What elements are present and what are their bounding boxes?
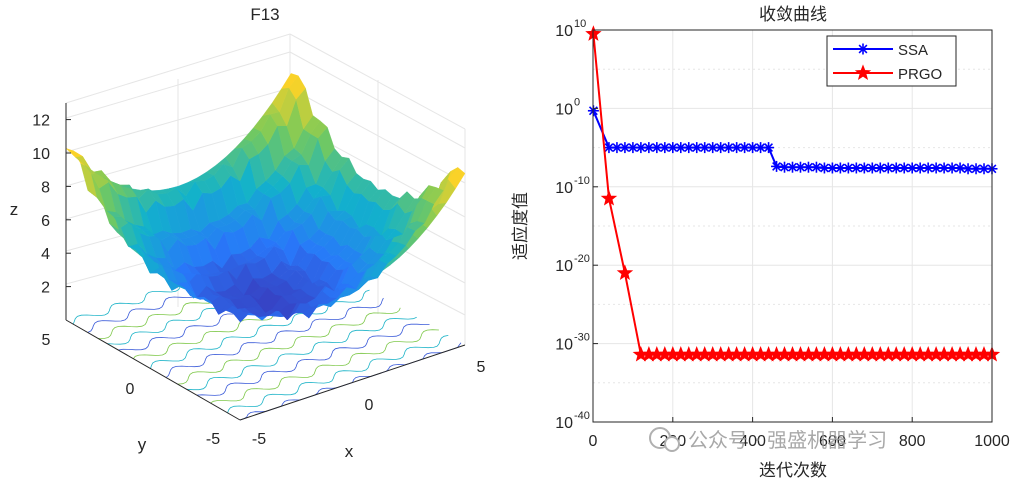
marker-asterisk <box>898 162 910 174</box>
legend-entry-prgo: PRGO <box>833 64 942 83</box>
convergence-title: 收敛曲线 <box>759 5 827 25</box>
marker-asterisk <box>643 142 655 154</box>
y-tick-exponent: 10 <box>574 18 586 30</box>
contour-line <box>196 323 430 396</box>
surface-patch <box>281 73 299 89</box>
y-tick-exponent: -10 <box>574 175 590 187</box>
y-tick-exponent: -20 <box>574 253 590 265</box>
surface-axes <box>65 103 466 421</box>
convergence-series <box>585 25 1001 362</box>
z-tick-label: 6 <box>41 213 50 230</box>
watermark: 公众号 · 强盛机器学习 <box>649 427 887 452</box>
x-tick-label: 600 <box>819 433 846 450</box>
marker-asterisk <box>651 142 663 154</box>
watermark-text: 公众号 · 强盛机器学习 <box>688 428 887 452</box>
marker-asterisk <box>635 142 647 154</box>
series-ssa <box>587 105 998 175</box>
marker-asterisk <box>857 43 869 55</box>
convergence-y-label: 适应度值 <box>511 192 531 260</box>
legend-box <box>826 35 957 87</box>
y-tick-exponent: 0 <box>574 96 580 108</box>
z-tick-label: 10 <box>32 146 50 163</box>
marker-asterisk <box>763 142 775 154</box>
series-prgo <box>585 25 1001 362</box>
marker-asterisk <box>715 142 727 154</box>
marker-asterisk <box>794 161 806 173</box>
plot-area <box>593 30 992 422</box>
marker-pentagram <box>600 189 618 206</box>
surface-plot: F13 <box>10 5 486 461</box>
y-axis-label: y <box>138 435 147 454</box>
y-tick-label: 10 <box>555 258 573 275</box>
convergence-x-label: 迭代次数 <box>759 461 827 481</box>
z-tick-label: 4 <box>41 246 50 263</box>
x-tick-label: -5 <box>252 431 266 448</box>
x-tick-label: 800 <box>899 433 926 450</box>
contour-line <box>186 316 417 391</box>
y-tick-label: 10 <box>555 415 573 432</box>
x-tick-label: 0 <box>365 397 374 414</box>
legend-label-ssa: SSA <box>898 42 928 59</box>
y-tick-exponent: -40 <box>574 410 590 422</box>
contour-line <box>210 329 439 404</box>
y-tick-exponent: -30 <box>574 332 590 344</box>
plot-frame <box>592 29 993 423</box>
marker-asterisk <box>946 162 958 174</box>
y-tick-label: 10 <box>555 101 573 118</box>
z-tick-label: 2 <box>41 280 50 297</box>
y-tick-label: 5 <box>42 332 51 349</box>
contour-line <box>239 342 462 421</box>
z-tick-labels: 2 4 6 8 10 12 <box>32 113 71 297</box>
contour-line <box>165 297 384 378</box>
x-ticks: 02004006008001000 <box>589 417 1010 450</box>
marker-asterisk <box>938 162 950 174</box>
marker-asterisk <box>603 142 615 154</box>
x-tick-label: 1000 <box>974 433 1010 450</box>
z-axis-label: z <box>10 200 19 219</box>
convergence-plot: 收敛曲线 02004006008001000 101010010-1010-20… <box>511 5 1010 481</box>
x-axis-label: x <box>345 442 354 461</box>
x-tick-label: 400 <box>739 433 766 450</box>
y-tick-label: 10 <box>555 23 573 40</box>
legend-entry-ssa: SSA <box>833 42 928 59</box>
y-tick-label: -5 <box>206 431 220 448</box>
contour-line <box>177 307 401 385</box>
z-tick-label: 12 <box>32 113 50 130</box>
marker-asterisk <box>739 142 751 154</box>
surface-mesh <box>65 73 466 323</box>
y-tick-label: 10 <box>555 337 573 354</box>
y-tick-label: 0 <box>126 381 135 398</box>
y-tick-label: 10 <box>555 180 573 197</box>
marker-pentagram <box>616 264 634 281</box>
legend-label-prgo: PRGO <box>898 66 942 83</box>
contour-line <box>227 335 449 414</box>
z-tick-label: 8 <box>41 179 50 196</box>
marker-asterisk <box>914 162 926 174</box>
x-tick-label: 5 <box>477 359 486 376</box>
wechat-icon-bubble <box>664 436 680 452</box>
marker-asterisk <box>771 160 783 172</box>
x-tick-label: 0 <box>589 433 598 450</box>
marker-pentagram <box>854 64 872 81</box>
legend: SSA PRGO <box>826 35 957 87</box>
marker-asterisk <box>707 142 719 154</box>
surface-title: F13 <box>250 5 279 24</box>
marker-asterisk <box>619 142 631 154</box>
